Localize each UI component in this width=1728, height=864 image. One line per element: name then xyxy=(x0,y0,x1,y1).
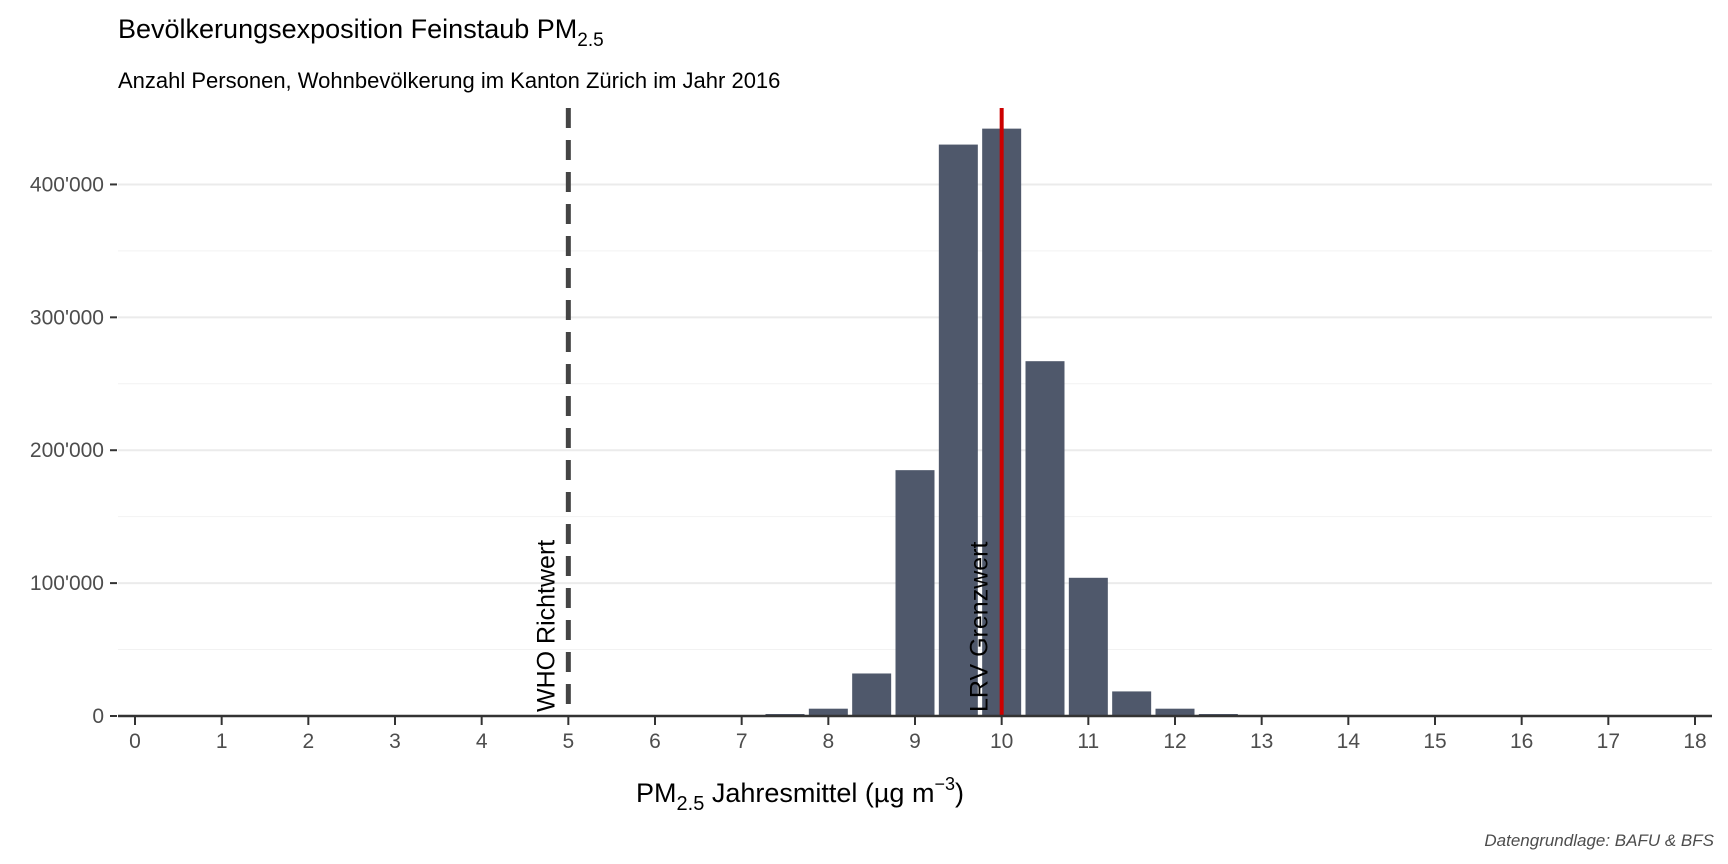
x-axis-title-superscript: −3 xyxy=(934,774,955,794)
x-tick-label: 15 xyxy=(1423,730,1446,753)
x-tick-label: 16 xyxy=(1510,730,1533,753)
bar xyxy=(808,708,848,716)
x-axis-title-pm: PM xyxy=(636,778,677,808)
x-axis-title-close: ) xyxy=(955,778,964,808)
bar xyxy=(1025,361,1065,716)
bar xyxy=(895,470,935,716)
x-tick-label: 11 xyxy=(1077,730,1099,753)
axes: 0 1 2 3 4 5 6 7 8 9 10 11 12 13 14 15 16 17 180100'000200'… xyxy=(30,173,1712,753)
x-tick-label: 14 xyxy=(1337,730,1361,753)
y-tick-label: 200'000 xyxy=(30,439,104,462)
x-tick-label: 1 xyxy=(216,730,228,753)
y-tick-label: 0 xyxy=(92,705,104,728)
x-axis-title-main: Jahresmittel (µg m xyxy=(704,778,934,808)
x-tick-label: 6 xyxy=(649,730,661,753)
x-tick-label: 18 xyxy=(1683,730,1706,753)
x-tick-label: 17 xyxy=(1597,730,1620,753)
bar xyxy=(1068,577,1108,716)
bar xyxy=(938,144,978,717)
chart-title-subscript: 2.5 xyxy=(577,30,603,51)
bars xyxy=(722,128,1282,717)
x-tick-label: 9 xyxy=(909,730,921,753)
x-tick-label: 5 xyxy=(562,730,574,753)
y-tick-label: 400'000 xyxy=(30,173,104,196)
reference-lines: WHO Richtwert LRV Grenzwert xyxy=(532,108,1004,716)
x-tick-label: 13 xyxy=(1250,730,1273,753)
x-tick-label: 4 xyxy=(476,730,488,753)
x-tick-label: 10 xyxy=(990,730,1013,753)
who-reference-label: WHO Richtwert xyxy=(532,540,560,712)
bar xyxy=(852,673,892,716)
x-tick-label: 12 xyxy=(1163,730,1186,753)
chart-title: Bevölkerungsexposition Feinstaub PM2.5 xyxy=(118,14,604,51)
x-axis-title-subscript: 2.5 xyxy=(677,793,705,815)
chart-subtitle: Anzahl Personen, Wohnbevölkerung im Kant… xyxy=(118,68,780,93)
x-tick-label: 7 xyxy=(736,730,748,753)
x-tick-label: 0 xyxy=(129,730,141,753)
bar xyxy=(1112,691,1152,716)
caption: Datengrundlage: BAFU & BFS xyxy=(1484,831,1714,850)
x-tick-label: 2 xyxy=(302,730,314,753)
y-tick-label: 100'000 xyxy=(30,572,104,595)
lrv-limit-label: LRV Grenzwert xyxy=(966,542,994,712)
chart-title-main: Bevölkerungsexposition Feinstaub PM xyxy=(118,14,577,44)
x-tick-label: 8 xyxy=(822,730,834,753)
y-tick-label: 300'000 xyxy=(30,306,104,329)
bar xyxy=(1155,708,1195,716)
x-axis-title: PM2.5 Jahresmittel (µg m−3) xyxy=(636,774,964,815)
x-tick-label: 3 xyxy=(389,730,401,753)
